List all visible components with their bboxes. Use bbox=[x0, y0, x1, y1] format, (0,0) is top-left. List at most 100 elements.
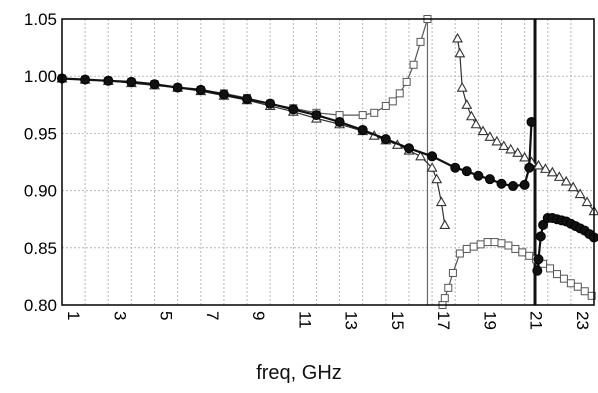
data-point-circle bbox=[334, 116, 345, 127]
data-point-triangle bbox=[519, 151, 531, 162]
x-tick-label: 15 bbox=[388, 311, 407, 330]
data-point-square bbox=[546, 264, 555, 273]
data-point-circle bbox=[508, 181, 519, 192]
y-tick-label: 0.90 bbox=[24, 182, 57, 201]
data-point-square bbox=[580, 287, 589, 296]
data-point-square bbox=[552, 270, 561, 279]
data-point-circle bbox=[538, 219, 549, 230]
data-point-square bbox=[587, 291, 596, 300]
data-point-triangle bbox=[491, 135, 503, 146]
data-point-circle bbox=[427, 151, 438, 162]
data-point-square bbox=[455, 249, 464, 258]
data-point-circle bbox=[380, 134, 391, 145]
data-point-square bbox=[444, 283, 453, 292]
data-point-square bbox=[402, 77, 411, 86]
data-point-circle bbox=[242, 94, 253, 105]
x-tick-label: 24 bbox=[596, 311, 598, 330]
data-point-circle bbox=[473, 170, 484, 181]
y-tick-label: 0.95 bbox=[24, 124, 57, 143]
data-point-square bbox=[416, 37, 425, 46]
data-point-square bbox=[395, 89, 404, 98]
data-point-circle bbox=[533, 254, 544, 265]
data-point-circle bbox=[265, 98, 276, 109]
data-point-circle bbox=[288, 104, 299, 115]
data-point-square bbox=[462, 244, 471, 253]
x-tick-label: 7 bbox=[203, 311, 222, 320]
series-5 bbox=[57, 73, 537, 192]
data-point-square bbox=[559, 274, 568, 283]
data-point-circle bbox=[532, 265, 543, 276]
x-tick-label: 17 bbox=[434, 311, 453, 330]
data-point-triangle bbox=[484, 131, 496, 141]
x-tick-labels: 1 3 5 7 9 11 13 15 17 19 21 23 24 bbox=[64, 311, 598, 330]
data-point-circle bbox=[519, 179, 530, 190]
data-point-circle bbox=[461, 166, 472, 177]
data-point-triangle bbox=[461, 99, 473, 109]
data-point-triangle bbox=[454, 47, 466, 58]
data-point-square bbox=[388, 97, 397, 106]
x-tick-label: 5 bbox=[157, 311, 176, 320]
data-point-triangle bbox=[426, 162, 438, 172]
data-point-square bbox=[525, 251, 534, 260]
data-point-square bbox=[511, 244, 520, 253]
data-point-triangle bbox=[498, 140, 510, 151]
y-tick-label: 0.85 bbox=[24, 239, 57, 258]
plot-background bbox=[62, 19, 594, 305]
x-tick-label: 9 bbox=[249, 311, 268, 320]
data-point-square bbox=[573, 282, 582, 291]
series-6 bbox=[532, 213, 598, 276]
data-point-triangle bbox=[505, 143, 517, 154]
data-point-triangle bbox=[435, 196, 447, 207]
data-point-triangle bbox=[470, 118, 482, 129]
data-point-triangle bbox=[415, 150, 426, 161]
data-point-circle bbox=[450, 162, 461, 173]
data-point-square bbox=[358, 111, 367, 120]
data-point-circle bbox=[149, 79, 160, 90]
data-point-square bbox=[504, 241, 513, 250]
data-point-circle bbox=[403, 143, 414, 154]
data-point-circle bbox=[195, 84, 206, 95]
data-point-triangle bbox=[533, 159, 544, 170]
data-point-square bbox=[518, 248, 527, 257]
data-point-circle bbox=[526, 116, 537, 127]
data-point-circle bbox=[357, 124, 368, 135]
data-point-circle bbox=[496, 178, 507, 189]
data-point-triangle bbox=[431, 173, 443, 184]
data-point-triangle bbox=[553, 171, 565, 181]
y-tick-labels: 0.80 0.85 0.90 0.95 1.00 1.05 bbox=[24, 10, 57, 315]
data-point-triangle bbox=[574, 188, 586, 199]
data-point-triangle bbox=[452, 32, 463, 43]
y-tick-label: 1.00 bbox=[24, 67, 57, 86]
data-point-circle bbox=[311, 110, 322, 121]
x-tick-label: 19 bbox=[480, 311, 499, 330]
data-point-square bbox=[448, 268, 457, 277]
x-tick-label: 3 bbox=[110, 311, 129, 320]
data-point-circle bbox=[126, 76, 137, 87]
series-4 bbox=[452, 32, 598, 216]
data-point-circle bbox=[172, 82, 183, 93]
x-axis-title: freq, GHz bbox=[256, 362, 342, 384]
data-point-triangle bbox=[546, 166, 558, 177]
x-tick-label: 23 bbox=[573, 311, 592, 330]
x-tick-label: 13 bbox=[342, 311, 361, 330]
series-layer bbox=[56, 15, 598, 309]
data-point-square bbox=[566, 279, 575, 288]
y-tick-label: 0.80 bbox=[24, 296, 57, 315]
data-point-circle bbox=[103, 75, 114, 86]
x-tick-label: 11 bbox=[295, 311, 314, 329]
data-point-square bbox=[497, 239, 506, 248]
data-point-triangle bbox=[477, 125, 489, 136]
data-point-triangle bbox=[439, 219, 451, 229]
data-point-square bbox=[409, 60, 418, 69]
data-point-square bbox=[370, 108, 379, 117]
data-point-triangle bbox=[581, 196, 593, 207]
data-point-circle bbox=[80, 74, 91, 85]
y-tick-label: 1.05 bbox=[24, 10, 57, 29]
data-point-circle bbox=[218, 89, 229, 100]
data-point-triangle bbox=[456, 82, 468, 92]
data-point-triangle bbox=[567, 181, 579, 192]
x-tick-label: 1 bbox=[64, 311, 83, 320]
data-point-triangle bbox=[560, 175, 572, 186]
data-point-square bbox=[381, 101, 390, 110]
